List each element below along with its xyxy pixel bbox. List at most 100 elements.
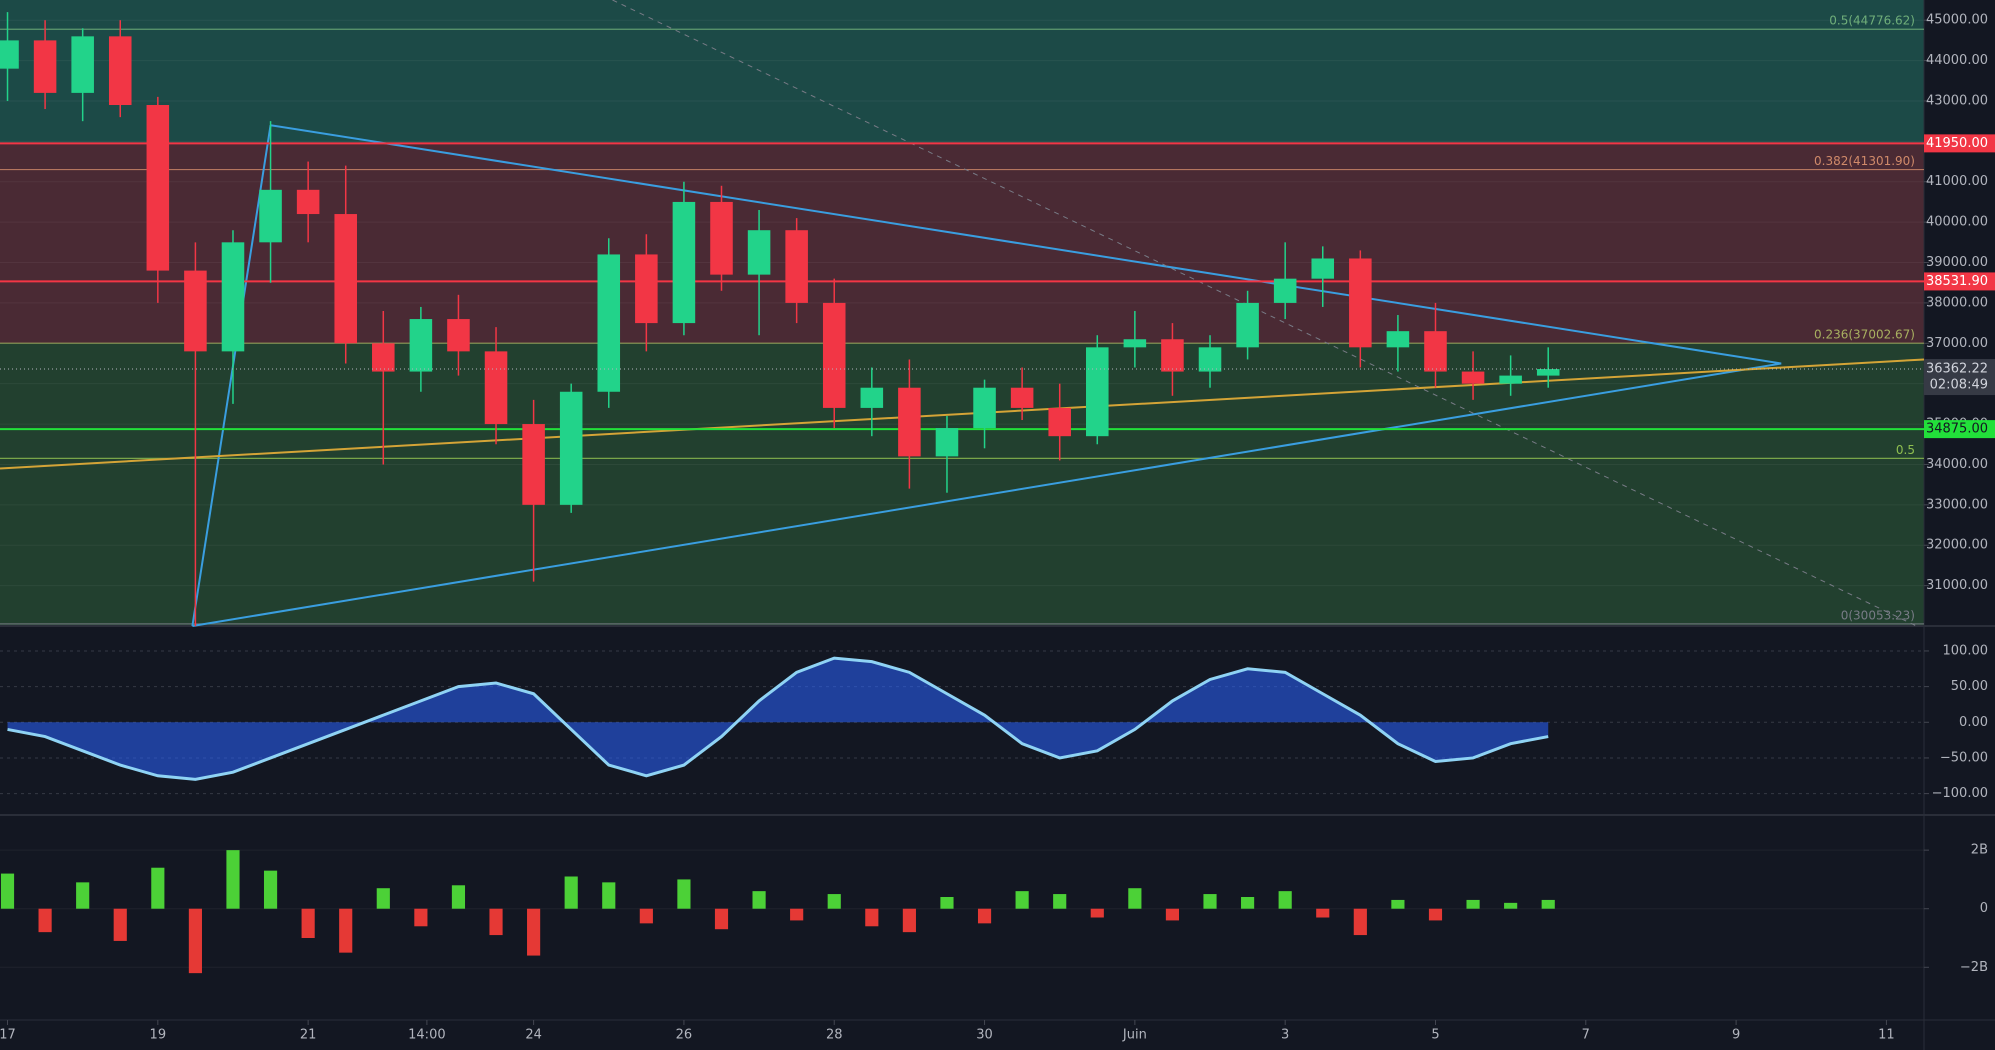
candle-body <box>409 319 433 372</box>
y-tick-label: 100.00 <box>1943 643 1989 658</box>
candle-body <box>1273 278 1297 303</box>
volume-delta-bar <box>1203 894 1217 909</box>
candle-body <box>597 254 621 392</box>
x-tick-label: 21 <box>300 1028 317 1043</box>
candle-body <box>108 36 132 106</box>
candle-body <box>1086 347 1109 437</box>
price-level-tag <box>1924 272 1995 291</box>
volume-delta-bar <box>677 879 691 909</box>
volume-delta-bar <box>790 908 804 921</box>
price-level-label: 38531.90 <box>1926 274 1988 289</box>
candle-body <box>334 214 357 344</box>
volume-delta-bar <box>564 876 578 909</box>
volume-delta-bar <box>1128 888 1142 909</box>
volume-delta-bar <box>1241 897 1255 909</box>
candle-body <box>1424 331 1447 372</box>
x-tick-label: 14:00 <box>408 1028 445 1043</box>
y-tick-label: 40000.00 <box>1926 215 1988 230</box>
price-axis <box>1924 0 1995 1050</box>
x-tick-label: 5 <box>1431 1028 1439 1043</box>
y-tick-label: 50.00 <box>1951 679 1988 694</box>
fib-label: 0.382(41301.90) <box>1814 154 1915 168</box>
trendline <box>192 362 1782 627</box>
volume-delta-bar <box>263 870 278 909</box>
x-tick-label: Juin <box>1122 1028 1147 1043</box>
y-tick-label: 0 <box>1980 901 1988 916</box>
volume-delta-bar <box>602 882 616 909</box>
countdown-label: 02:08:49 <box>1930 378 1988 393</box>
x-tick-label: 30 <box>976 1028 993 1043</box>
candle-body <box>1499 375 1522 384</box>
candle-body <box>484 351 508 425</box>
y-tick-label: 0.00 <box>1959 715 1988 730</box>
y-tick-label: 33000.00 <box>1926 497 1988 512</box>
candle-body <box>184 270 207 352</box>
candle-body <box>1048 407 1071 437</box>
candle-body <box>146 105 170 271</box>
fib-label: 0.5 <box>1896 443 1915 457</box>
x-tick-label: 7 <box>1582 1028 1590 1043</box>
zone <box>0 343 1924 626</box>
volume-delta-bar <box>188 908 202 974</box>
candle-body <box>259 189 282 243</box>
x-tick-label: 26 <box>676 1028 693 1043</box>
volume-delta-bar <box>1015 891 1029 909</box>
price-level-label: 34875.00 <box>1926 422 1988 437</box>
price-level-tag <box>1924 134 1995 153</box>
candle-body <box>672 201 696 324</box>
candle-body <box>973 387 996 429</box>
trendline <box>0 358 1925 470</box>
volume-delta-bar <box>0 873 15 909</box>
y-tick-label: 32000.00 <box>1926 538 1988 553</box>
x-tick-label: 11 <box>1878 1028 1895 1043</box>
volume-delta-bar <box>1053 894 1067 909</box>
trendline <box>612 0 1917 627</box>
x-tick-label: 9 <box>1732 1028 1740 1043</box>
volume-delta-bar <box>1278 891 1292 909</box>
candle-body <box>710 201 733 275</box>
candle-body <box>559 391 583 505</box>
volume-delta-bar <box>714 908 729 930</box>
oscillator-area <box>7 658 1549 780</box>
candle-body <box>522 424 545 505</box>
fib-label: 0(30053.23) <box>1841 608 1915 622</box>
candle-body <box>1536 369 1560 376</box>
candle-body <box>1123 339 1147 348</box>
volume-delta-bar <box>1504 902 1518 909</box>
volume-delta-bar <box>1466 899 1480 909</box>
volume-delta-bar <box>902 908 916 933</box>
x-tick-label: 28 <box>826 1028 843 1043</box>
y-tick-label: 45000.00 <box>1926 13 1988 28</box>
volume-delta-bar <box>527 908 541 956</box>
oscillator-line <box>7 656 1549 781</box>
candle-body <box>447 319 470 352</box>
candle-body <box>33 40 57 93</box>
candle-body <box>898 387 921 457</box>
volume-delta-bar <box>752 891 766 909</box>
candle-body <box>785 230 808 303</box>
y-tick-label: −100.00 <box>1932 786 1988 801</box>
y-tick-label: −2B <box>1960 960 1988 975</box>
y-tick-label: 41000.00 <box>1926 174 1988 189</box>
candle-body <box>822 302 846 408</box>
candle-body <box>860 387 884 408</box>
x-tick-label: 17 <box>0 1028 16 1043</box>
candle-body <box>0 40 19 69</box>
fib-label: 0.236(37002.67) <box>1814 328 1915 342</box>
candle-body <box>372 343 395 372</box>
volume-delta-bar <box>1165 908 1180 921</box>
volume-delta-bar <box>1428 908 1443 921</box>
last-price-label: 36362.22 <box>1926 362 1988 377</box>
volume-delta-bar <box>226 850 240 909</box>
y-tick-label: 37000.00 <box>1926 336 1988 351</box>
fib-label: 0.5(44776.62) <box>1829 14 1915 28</box>
volume-delta-bar <box>1090 908 1104 918</box>
volume-delta-bar <box>489 908 503 936</box>
volume-delta-bar <box>1316 908 1330 918</box>
volume-delta-bar <box>339 908 353 953</box>
x-tick-label: 19 <box>150 1028 167 1043</box>
candle-body <box>1349 258 1372 348</box>
price-level-label: 41950.00 <box>1926 136 1988 151</box>
